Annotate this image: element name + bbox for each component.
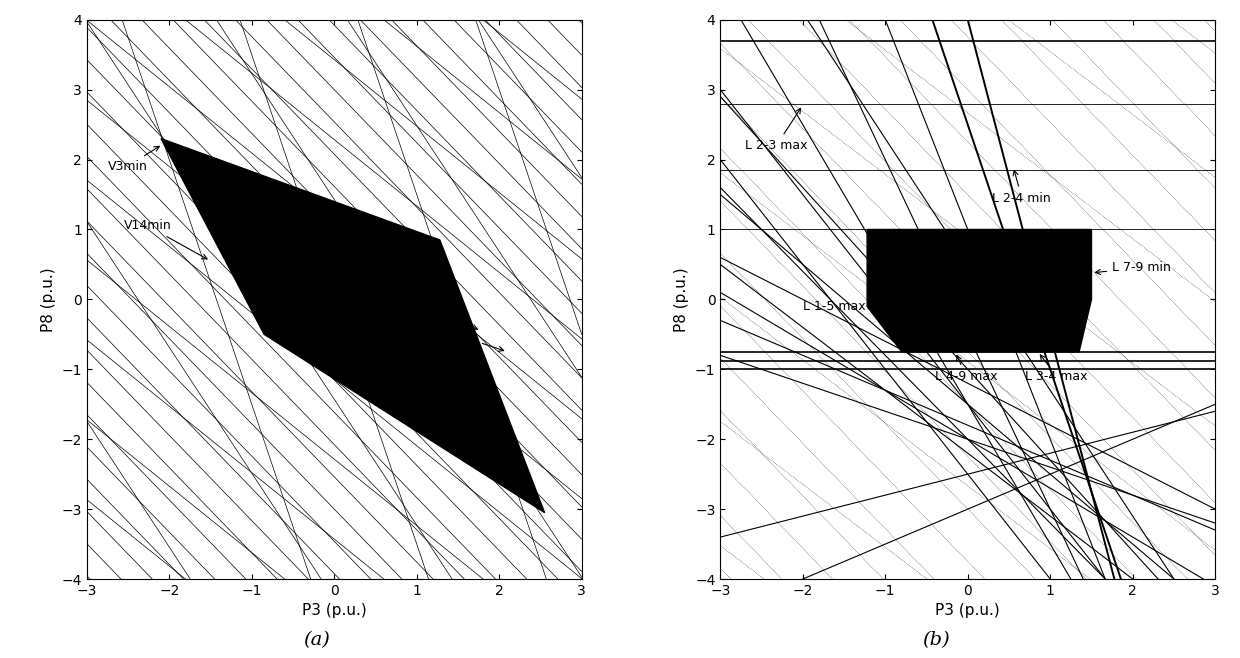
Text: L 4-9 max: L 4-9 max xyxy=(935,355,997,383)
Text: (b): (b) xyxy=(923,631,950,649)
Text: (a): (a) xyxy=(303,631,330,649)
X-axis label: P3 (p.u.): P3 (p.u.) xyxy=(935,603,1001,619)
Text: V14min: V14min xyxy=(124,220,207,259)
Text: V3min: V3min xyxy=(108,146,159,173)
Text: L 2-4 min: L 2-4 min xyxy=(992,170,1052,205)
Polygon shape xyxy=(161,139,544,513)
Polygon shape xyxy=(867,230,1091,352)
Text: L 3-4 max: L 3-4 max xyxy=(1025,355,1087,383)
Text: L 2-3 max: L 2-3 max xyxy=(745,109,807,152)
Y-axis label: P8 (p.u.): P8 (p.u.) xyxy=(675,267,689,332)
Text: L 7-9 min: L 7-9 min xyxy=(1095,261,1171,274)
Text: V3max: V3max xyxy=(417,305,477,330)
Text: L 1-5 max: L 1-5 max xyxy=(802,300,873,313)
Text: V9max: V9max xyxy=(433,328,503,351)
Y-axis label: P8 (p.u.): P8 (p.u.) xyxy=(41,267,56,332)
X-axis label: P3 (p.u.): P3 (p.u.) xyxy=(301,603,367,619)
